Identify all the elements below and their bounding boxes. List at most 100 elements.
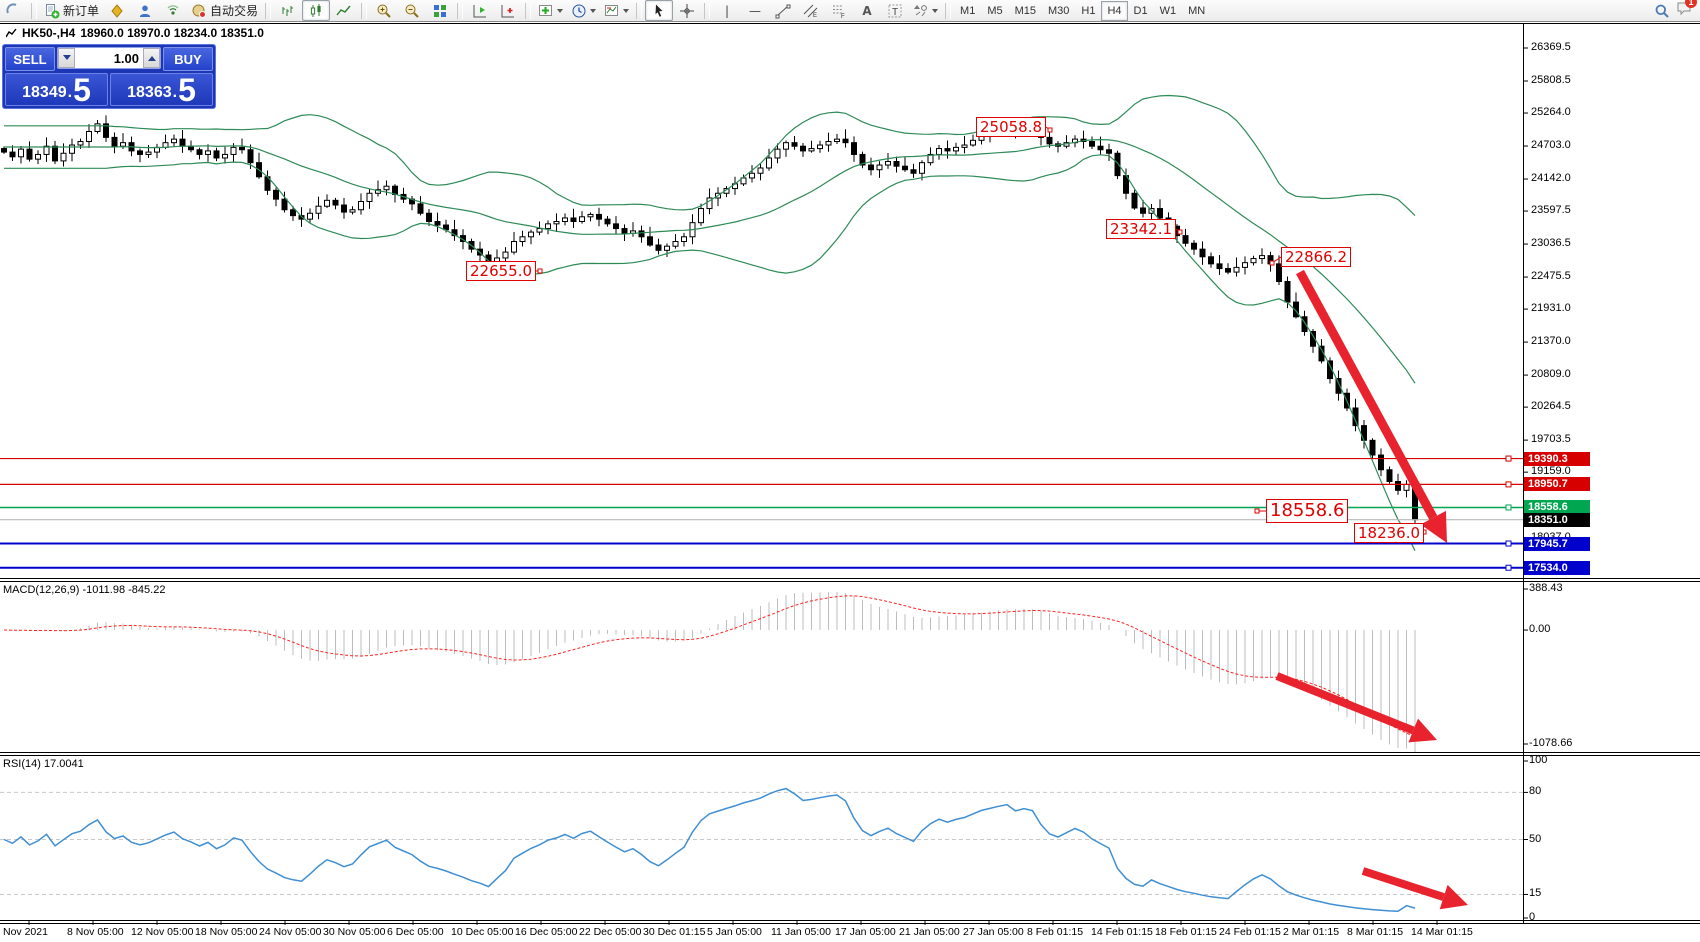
tile-windows-icon — [432, 3, 448, 19]
volume-decrease-button[interactable] — [58, 48, 75, 68]
volume-input[interactable] — [75, 48, 143, 68]
buy-price[interactable]: 18363. 5 — [110, 73, 213, 106]
text-tool[interactable]: A — [853, 0, 881, 21]
zoom-in-button[interactable] — [370, 0, 398, 21]
macd-label: MACD(12,26,9) -1011.98 -845.22 — [3, 584, 166, 596]
time-axis-label: 10 Dec 05:00 — [451, 926, 514, 938]
rsi-separator[interactable] — [0, 752, 1700, 753]
price-annotation[interactable]: 22655.0 — [466, 261, 537, 281]
zoom-in-icon — [376, 3, 392, 19]
timeframe-W1[interactable]: W1 — [1159, 4, 1177, 17]
price-separator: . — [172, 84, 178, 101]
text-label-tool[interactable]: T — [881, 0, 909, 21]
horizontal-line-icon: — — [749, 3, 762, 18]
channel-tool[interactable]: E — [797, 0, 825, 21]
trade-panel-price-row: 18349. 5 18363. 5 — [5, 71, 213, 106]
text-label-icon: T — [887, 3, 903, 19]
timeframe-H4[interactable]: H4 — [1101, 0, 1128, 21]
time-axis-label: 17 Jan 05:00 — [835, 926, 896, 938]
search-icon[interactable] — [1654, 3, 1670, 19]
trendline-tool[interactable] — [769, 0, 797, 21]
tile-windows-button[interactable] — [426, 0, 454, 21]
sell-button[interactable]: SELL — [5, 47, 55, 71]
time-axis-label: 6 Dec 05:00 — [387, 926, 444, 938]
macd-separator[interactable] — [0, 578, 1700, 579]
new-order-button[interactable]: 新订单 — [40, 0, 103, 21]
price-tick: 21931.0 — [1531, 302, 1571, 315]
chart-shift-button[interactable] — [466, 0, 494, 21]
new-order-label: 新订单 — [63, 4, 100, 18]
price-tick: 24142.0 — [1531, 172, 1571, 185]
zoom-out-button[interactable] — [398, 0, 426, 21]
cursor-tool[interactable] — [645, 0, 674, 21]
rsi-separator[interactable] — [0, 755, 1700, 756]
time-axis-label: 2 Mar 01:15 — [1283, 926, 1340, 938]
line-chart-button[interactable] — [330, 0, 358, 21]
add-indicator-icon — [538, 3, 554, 19]
bar-chart-button[interactable] — [274, 0, 302, 21]
chat-button[interactable]: 1 — [1676, 0, 1697, 21]
price-annotation[interactable]: 18236.0 — [1354, 523, 1425, 543]
buy-button[interactable]: BUY — [163, 47, 213, 71]
auto-scroll-button[interactable] — [494, 0, 522, 21]
timeframe-H1[interactable]: H1 — [1081, 4, 1096, 17]
time-axis-label: 8 Mar 01:15 — [1347, 926, 1404, 938]
macd-separator[interactable] — [0, 581, 1700, 582]
rsi-scale-label: 100 — [1529, 754, 1548, 766]
autotrading-button[interactable]: 自动交易 — [187, 0, 262, 21]
horizontal-line-tool[interactable]: — — [741, 0, 769, 21]
toolbar-separator — [525, 2, 532, 19]
dropdown-caret — [623, 9, 630, 16]
templates-button[interactable] — [600, 0, 633, 21]
price-annotation[interactable]: 25058.8 — [976, 117, 1047, 137]
timeframe-M1[interactable]: M1 — [960, 4, 976, 17]
price-tag: 18950.7 — [1524, 477, 1590, 492]
one-click-trading-panel: SELL BUY 18349.5 18363.5 — [2, 44, 216, 109]
volume-increase-button[interactable] — [143, 48, 160, 68]
candlestick-chart-button[interactable] — [302, 0, 331, 21]
new-order-icon — [44, 3, 60, 19]
toolbar-separator — [361, 2, 368, 19]
vertical-line-icon: | — [725, 3, 730, 18]
zoom-out-icon — [404, 3, 420, 19]
timeframe-M30[interactable]: M30 — [1048, 4, 1070, 17]
sell-price[interactable]: 18349. 5 — [5, 73, 108, 106]
price-annotation[interactable]: 22866.2 — [1281, 247, 1352, 267]
time-axis-label: 30 Nov 05:00 — [323, 926, 386, 938]
gold-diamond-icon — [109, 3, 125, 19]
styles-button[interactable] — [103, 0, 131, 21]
time-axis-label: 12 Nov 05:00 — [131, 926, 194, 938]
svg-text:F: F — [841, 14, 845, 19]
price-annotation[interactable]: 18558.6 — [1266, 499, 1349, 523]
time-axis-label: 8 Feb 01:15 — [1027, 926, 1084, 938]
timeframe-MN[interactable]: MN — [1188, 4, 1206, 17]
signals-button[interactable] — [159, 0, 187, 21]
crosshair-tool[interactable] — [673, 0, 701, 21]
toolbar: 新订单 自动交易 — [0, 0, 1700, 22]
arrows-tool[interactable] — [909, 0, 942, 21]
macd-scale-label: 388.43 — [1529, 582, 1563, 594]
timeframe-M15[interactable]: M15 — [1014, 4, 1036, 17]
indicators-button[interactable] — [534, 0, 567, 21]
timeframe-M5[interactable]: M5 — [987, 4, 1003, 17]
buy-price-int: 18363 — [127, 84, 172, 101]
vertical-line-tool[interactable]: | — [713, 0, 741, 21]
rsi-label: RSI(14) 17.0041 — [3, 758, 84, 770]
fibonacci-tool[interactable]: F — [825, 0, 853, 21]
time-axis-label: 18 Feb 01:15 — [1155, 926, 1217, 938]
time-axis-label: 14 Mar 01:15 — [1411, 926, 1473, 938]
equidistant-channel-icon: E — [803, 3, 819, 19]
periods-button[interactable] — [567, 0, 600, 21]
symbol-period: HK50-,H4 — [22, 26, 76, 40]
notification-badge: 1 — [1685, 0, 1697, 8]
rsi-scale-label: 0 — [1529, 911, 1536, 923]
profile-button[interactable] — [131, 0, 159, 21]
price-tick: 25808.5 — [1531, 74, 1571, 86]
timeframe-D1[interactable]: D1 — [1133, 4, 1148, 17]
clipped-toolbar-icon[interactable] — [0, 0, 28, 21]
price-tag: 17945.7 — [1524, 536, 1590, 551]
price-tag: 19390.3 — [1524, 451, 1590, 466]
price-annotation[interactable]: 23342.1 — [1106, 219, 1177, 239]
